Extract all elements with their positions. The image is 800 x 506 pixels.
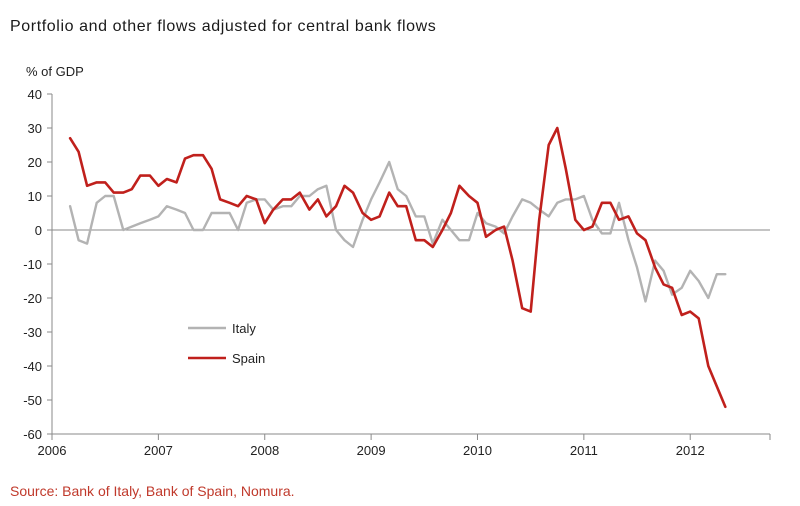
y-tick-label: -20 [23, 291, 42, 306]
series-line-spain [68, 126, 727, 409]
axes [51, 94, 770, 435]
y-tick-label: 20 [28, 155, 42, 170]
x-tick-label: 2010 [463, 443, 492, 458]
y-axis-label: % of GDP [26, 64, 84, 79]
x-tick-label: 2008 [250, 443, 279, 458]
legend: Italy Spain [188, 321, 265, 366]
chart-title: Portfolio and other flows adjusted for c… [10, 18, 437, 35]
series-line-italy [68, 160, 727, 303]
y-tick-label: 10 [28, 189, 42, 204]
series-group [68, 126, 727, 409]
y-tick-label: 40 [28, 87, 42, 102]
x-axis-ticks: 2006 2007 2008 2009 2010 2011 2012 [38, 434, 771, 458]
y-tick-label: -40 [23, 359, 42, 374]
y-axis-ticks: 40 30 20 10 0 -10 -20 -30 -40 -50 -60 [23, 87, 52, 442]
source-note: Source: Bank of Italy, Bank of Spain, No… [10, 483, 295, 499]
y-tick-label: -10 [23, 257, 42, 272]
x-tick-label: 2006 [38, 443, 67, 458]
x-tick-label: 2009 [357, 443, 386, 458]
y-tick-label: -60 [23, 427, 42, 442]
x-tick-label: 2012 [676, 443, 705, 458]
legend-label-spain: Spain [232, 351, 265, 366]
y-tick-label: -30 [23, 325, 42, 340]
y-tick-label: 30 [28, 121, 42, 136]
y-tick-label: -50 [23, 393, 42, 408]
legend-label-italy: Italy [232, 321, 256, 336]
x-tick-label: 2011 [570, 443, 598, 458]
y-tick-label: 0 [35, 223, 42, 238]
x-tick-label: 2007 [144, 443, 173, 458]
